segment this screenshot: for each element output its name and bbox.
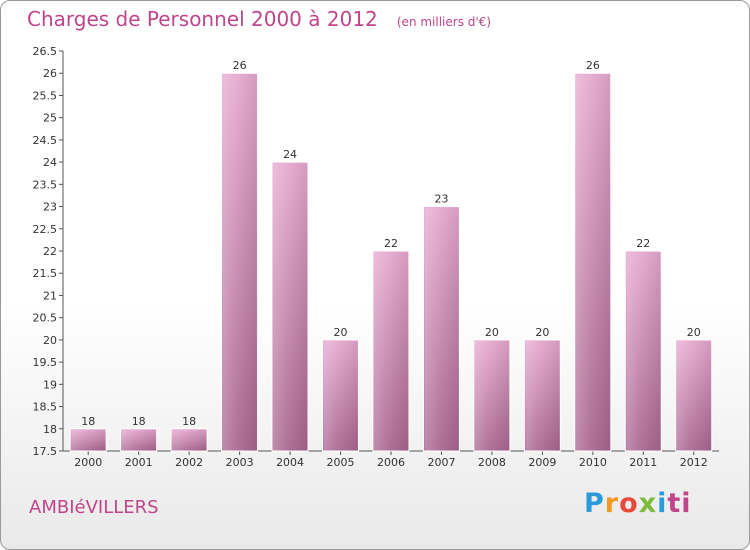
y-tick-label: 25.5: [33, 89, 58, 102]
bar-value-label: 18: [132, 415, 146, 428]
bar-value-label: 20: [334, 326, 348, 339]
x-tick-label: 2001: [125, 456, 153, 469]
y-tick-label: 23: [43, 201, 57, 214]
bar-value-label: 20: [485, 326, 499, 339]
y-tick-label: 18.5: [33, 401, 58, 414]
x-tick-label: 2010: [579, 456, 607, 469]
x-tick-label: 2012: [680, 456, 708, 469]
x-tick-label: 2004: [276, 456, 304, 469]
bar-value-label: 26: [586, 59, 600, 72]
chart-subtitle: (en milliers d'€): [396, 15, 491, 29]
y-tick-label: 25: [43, 112, 57, 125]
y-tick-label: 19: [43, 378, 57, 391]
y-tick-label: 21.5: [33, 267, 58, 280]
bar-value-label: 18: [81, 415, 95, 428]
x-tick-label: 2003: [226, 456, 254, 469]
y-tick-label: 19.5: [33, 356, 58, 369]
bar-value-label: 22: [636, 237, 650, 250]
y-tick-label: 22: [43, 245, 57, 258]
y-tick-label: 23.5: [33, 178, 58, 191]
y-tick-label: 26: [43, 67, 57, 80]
bar-shine: [676, 340, 711, 451]
logo-letter: ti: [667, 488, 692, 519]
y-tick-label: 22.5: [33, 223, 58, 236]
bar-value-label: 26: [233, 59, 247, 72]
x-tick-label: 2002: [175, 456, 203, 469]
proxiti-logo[interactable]: Proxiti: [584, 488, 692, 519]
x-tick-label: 2007: [427, 456, 455, 469]
logo-letter: x: [638, 488, 658, 519]
x-tick-label: 2011: [629, 456, 657, 469]
bar-value-label: 20: [687, 326, 701, 339]
y-tick-label: 17.5: [33, 445, 58, 458]
y-tick-label: 20: [43, 334, 57, 347]
x-tick-label: 2008: [478, 456, 506, 469]
y-tick-label: 26.5: [33, 45, 58, 58]
y-tick-label: 24: [43, 156, 57, 169]
x-tick-label: 2006: [377, 456, 405, 469]
logo-letter: i: [657, 488, 668, 519]
bar-value-label: 20: [535, 326, 549, 339]
bar-shine: [626, 252, 661, 451]
bar-shine: [172, 429, 207, 451]
logo-letter: r: [604, 488, 620, 519]
bar-shine: [222, 74, 257, 451]
y-tick-label: 21: [43, 289, 57, 302]
logo-letter: o: [619, 488, 639, 519]
chart-title: Charges de Personnel 2000 à 2012: [27, 7, 378, 31]
bar-shine: [323, 340, 358, 451]
bar-value-label: 24: [283, 148, 297, 161]
y-tick-label: 20.5: [33, 312, 58, 325]
bar-shine: [121, 429, 156, 451]
chart-axes: 17.5 18 18.5 19 19.5 20 20.5 21 21.5 22 22.5 23 23.5…: [33, 45, 719, 469]
bar-shine: [575, 74, 610, 451]
bar-value-label: 22: [384, 237, 398, 250]
x-tick-label: 2009: [528, 456, 556, 469]
logo-letter: P: [584, 488, 605, 519]
bar-value-label: 23: [434, 193, 448, 206]
bar-shine: [525, 340, 560, 451]
bar-shine: [71, 429, 106, 451]
y-tick-label: 24.5: [33, 134, 58, 147]
bar-shine: [273, 163, 308, 451]
bar-value-label: 18: [182, 415, 196, 428]
bar-shine: [374, 252, 408, 451]
title-row: Charges de Personnel 2000 à 2012 (en mil…: [27, 7, 491, 31]
x-tick-label: 2000: [74, 456, 102, 469]
y-tick-label: 18: [43, 423, 57, 436]
x-tick-label: 2005: [327, 456, 355, 469]
town-name: AMBIéVILLERS: [29, 497, 159, 518]
bar-shine: [474, 340, 509, 451]
chart-bars: 18 18 18 26 24 20 22 23 20 20 26 22 20: [69, 59, 713, 452]
bar-shine: [424, 207, 459, 451]
